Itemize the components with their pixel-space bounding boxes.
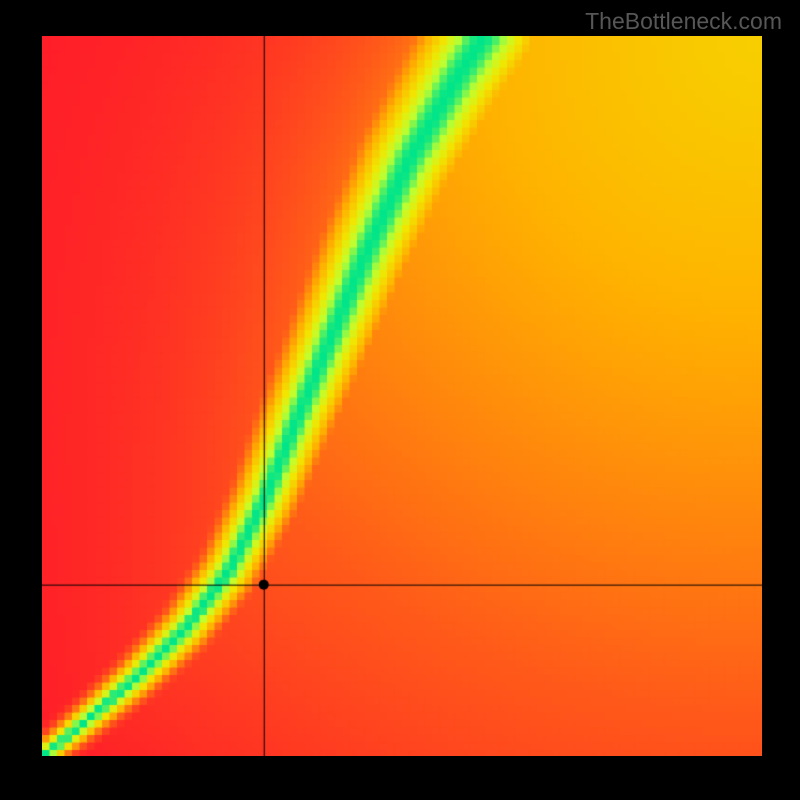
chart-container: TheBottleneck.com bbox=[0, 0, 800, 800]
heatmap-plot bbox=[42, 36, 762, 756]
watermark-text: TheBottleneck.com bbox=[585, 8, 782, 35]
